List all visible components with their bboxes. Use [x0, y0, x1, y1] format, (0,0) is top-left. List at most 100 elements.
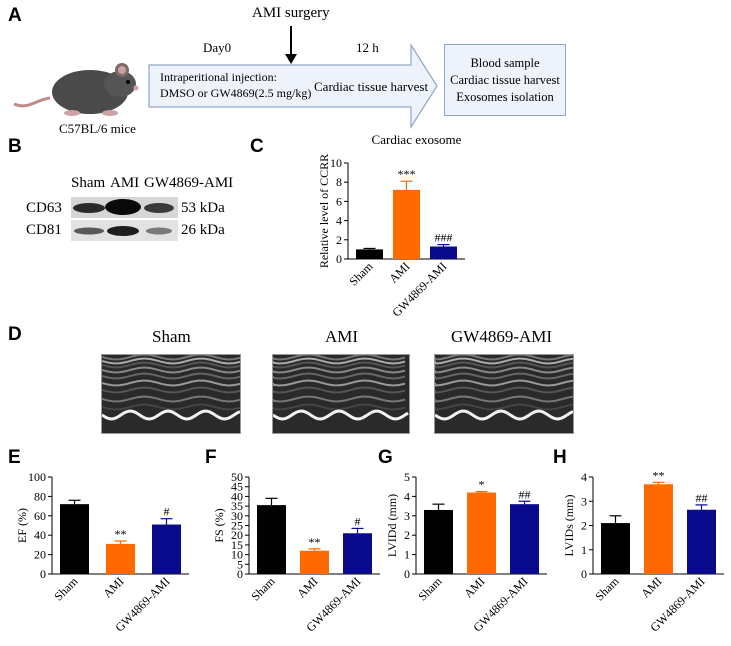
significance-label: # [164, 505, 170, 519]
lane-label-gw: GW4869-AMI [144, 175, 234, 191]
chart-c-title: Cardiac exosome [372, 132, 462, 147]
bar-gw4869-ami [430, 246, 457, 259]
y-axis-label: EF (%) [15, 508, 29, 543]
y-tick-label: 2 [336, 233, 342, 247]
outcome-2: Cardiac tissue harvest [450, 73, 560, 87]
echo-image-gw [434, 354, 574, 434]
bar-sham [356, 249, 383, 259]
y-tick-label: 0 [237, 567, 243, 581]
y-axis-label: Relative level of CCRR [317, 154, 331, 268]
y-tick-label: 40 [34, 528, 46, 542]
y-axis-label: LVIDs (mm) [562, 495, 576, 557]
significance-label: ## [519, 487, 531, 501]
panel-label-b: B [8, 136, 22, 157]
blot-size-cd63: 53 kDa [181, 200, 225, 216]
bar-ami [467, 492, 496, 574]
y-tick-label: 5 [404, 470, 410, 484]
y-tick-label: 6 [336, 194, 342, 208]
y-tick-label: 10 [330, 156, 342, 170]
surgery-arrow [285, 26, 297, 64]
panel-label-g: G [378, 447, 393, 468]
y-tick-label: 1 [404, 548, 410, 562]
band-cd63-gw [144, 203, 174, 213]
lane-label-sham: Sham [71, 175, 106, 191]
y-tick-label: 4 [581, 470, 587, 484]
harvest-label: Cardiac tissue harvest [314, 79, 429, 94]
y-tick-label: 4 [336, 214, 342, 228]
x-tick-label: Sham [51, 574, 81, 604]
outcome-1: Blood sample [470, 56, 540, 70]
bar-gw4869-ami [343, 533, 372, 574]
timeline-arrow [148, 42, 438, 130]
significance-label: ** [653, 468, 665, 482]
mouse-label: C57BL/6 mice [59, 121, 136, 136]
x-tick-label: AMI [386, 259, 412, 285]
surgery-label: AMI surgery [252, 5, 330, 21]
y-axis-label: FS (%) [212, 508, 226, 542]
bar-sham [424, 509, 453, 574]
x-tick-label: AMI [100, 574, 126, 600]
x-tick-label: Sham [248, 574, 278, 604]
y-tick-label: 5 [237, 557, 243, 571]
bar-gw4869-ami [687, 509, 716, 574]
y-tick-label: 60 [34, 509, 46, 523]
bar-gw4869-ami [152, 524, 181, 574]
panel-label-c: C [250, 136, 264, 157]
bar-sham [60, 504, 89, 574]
y-tick-label: 0 [336, 252, 342, 266]
band-cd81-ami [107, 226, 139, 236]
x-tick-label: AMI [638, 574, 664, 600]
y-tick-label: 8 [336, 175, 342, 189]
panel-label-f: F [205, 447, 217, 468]
y-tick-label: 30 [231, 509, 243, 523]
y-tick-label: 80 [34, 489, 46, 503]
y-tick-label: 2 [581, 519, 587, 533]
y-tick-label: 0 [40, 567, 46, 581]
outcome-3: Exosomes isolation [456, 90, 554, 104]
x-tick-label: AMI [294, 574, 320, 600]
x-tick-label: Sham [346, 259, 376, 289]
y-tick-label: 2 [404, 528, 410, 542]
x-tick-label: AMI [461, 574, 487, 600]
day0-label: Day0 [203, 40, 232, 55]
significance-label: *** [398, 167, 416, 181]
y-tick-label: 15 [231, 538, 243, 552]
outcomes-box: Blood sample Cardiac tissue harvest Exos… [444, 44, 566, 116]
blot-protein-cd81: CD81 [26, 222, 62, 238]
y-tick-label: 100 [28, 470, 46, 484]
y-tick-label: 50 [231, 470, 243, 484]
x-tick-label: Sham [415, 574, 445, 604]
significance-label: ** [115, 527, 127, 541]
echo-image-ami [272, 354, 410, 434]
panel-label-a: A [8, 5, 22, 26]
band-cd63-ami [105, 199, 141, 215]
y-tick-label: 0 [404, 567, 410, 581]
y-tick-label: 25 [231, 519, 243, 533]
significance-label: # [355, 514, 361, 528]
y-axis-label: LVIDd (mm) [385, 494, 399, 557]
injection-line2: DMSO or GW4869(2.5 mg/kg) [160, 86, 312, 100]
echo-label-gw: GW4869-AMI [451, 327, 553, 346]
y-tick-label: 10 [231, 548, 243, 562]
y-tick-label: 1 [581, 543, 587, 557]
band-cd81-gw [146, 227, 172, 235]
lane-label-ami: AMI [110, 175, 140, 191]
injection-line1: Intraperitional injection: [160, 70, 277, 84]
y-tick-label: 3 [404, 509, 410, 523]
panel-label-h: H [553, 447, 567, 468]
y-tick-label: 35 [231, 499, 243, 513]
bar-ami [644, 484, 673, 574]
panel-label-d: D [8, 324, 22, 345]
bar-ami [300, 550, 329, 574]
y-tick-label: 40 [231, 489, 243, 503]
y-tick-label: 4 [404, 489, 410, 503]
significance-label: ## [696, 491, 708, 505]
band-cd81-sham [74, 227, 104, 235]
significance-label: ** [309, 535, 321, 549]
y-tick-label: 20 [231, 528, 243, 542]
blot-size-cd81: 26 kDa [181, 222, 225, 238]
